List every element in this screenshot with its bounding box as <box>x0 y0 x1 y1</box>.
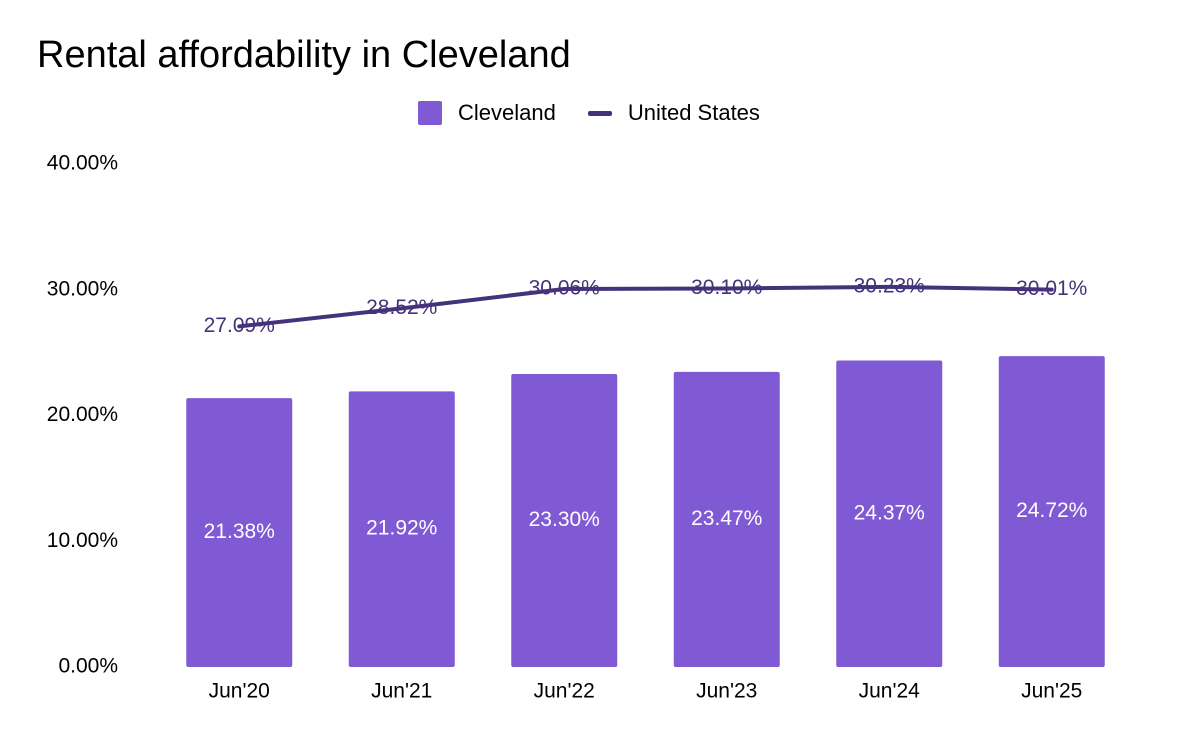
x-tick-label: Jun'21 <box>371 680 432 703</box>
y-tick-label: 20.00% <box>47 403 118 426</box>
x-tick-label: Jun'24 <box>859 680 921 703</box>
bar-Jun21 <box>348 391 455 667</box>
bar-label: 21.38% <box>204 520 275 543</box>
x-tick-label: Jun'23 <box>696 680 757 703</box>
line-label: 30.06% <box>529 277 600 300</box>
x-tick-label: Jun'22 <box>534 680 595 703</box>
x-tick-label: Jun'25 <box>1021 680 1082 703</box>
bar-Jun24 <box>836 360 943 667</box>
line-united-states <box>237 284 1054 329</box>
bar-label: 21.92% <box>366 517 437 540</box>
line-label: 27.09% <box>204 314 275 337</box>
y-tick-label: 40.00% <box>47 152 118 175</box>
legend-label-cleveland: Cleveland <box>458 100 556 125</box>
legend-item-cleveland[interactable]: Cleveland <box>418 100 556 126</box>
bar-label: 24.72% <box>1016 499 1087 522</box>
line-label: 28.52% <box>366 296 437 319</box>
bar-label: 23.30% <box>529 508 600 531</box>
y-tick-label: 0.00% <box>58 655 118 678</box>
legend-swatch-united-states <box>587 110 612 116</box>
chart-title: Rental affordability in Cleveland <box>37 34 571 76</box>
bar-Jun20 <box>186 398 293 667</box>
line-label: 30.01% <box>1016 277 1087 300</box>
legend-swatch-cleveland <box>418 101 442 125</box>
bar-Jun23 <box>673 371 780 667</box>
legend-item-united-states[interactable]: United States <box>556 100 760 126</box>
bar-Jun25 <box>998 356 1105 667</box>
bar-Jun22 <box>511 374 618 667</box>
x-tick-label: Jun'20 <box>209 680 270 703</box>
legend: Cleveland United States <box>418 97 760 129</box>
legend-label-united-states: United States <box>627 100 760 125</box>
y-tick-label: 10.00% <box>47 529 118 552</box>
line-label: 30.23% <box>854 274 925 297</box>
y-tick-label: 30.00% <box>47 277 118 300</box>
bar-label: 23.47% <box>691 507 762 530</box>
line-label: 30.10% <box>691 276 762 299</box>
bar-label: 24.37% <box>854 501 925 524</box>
